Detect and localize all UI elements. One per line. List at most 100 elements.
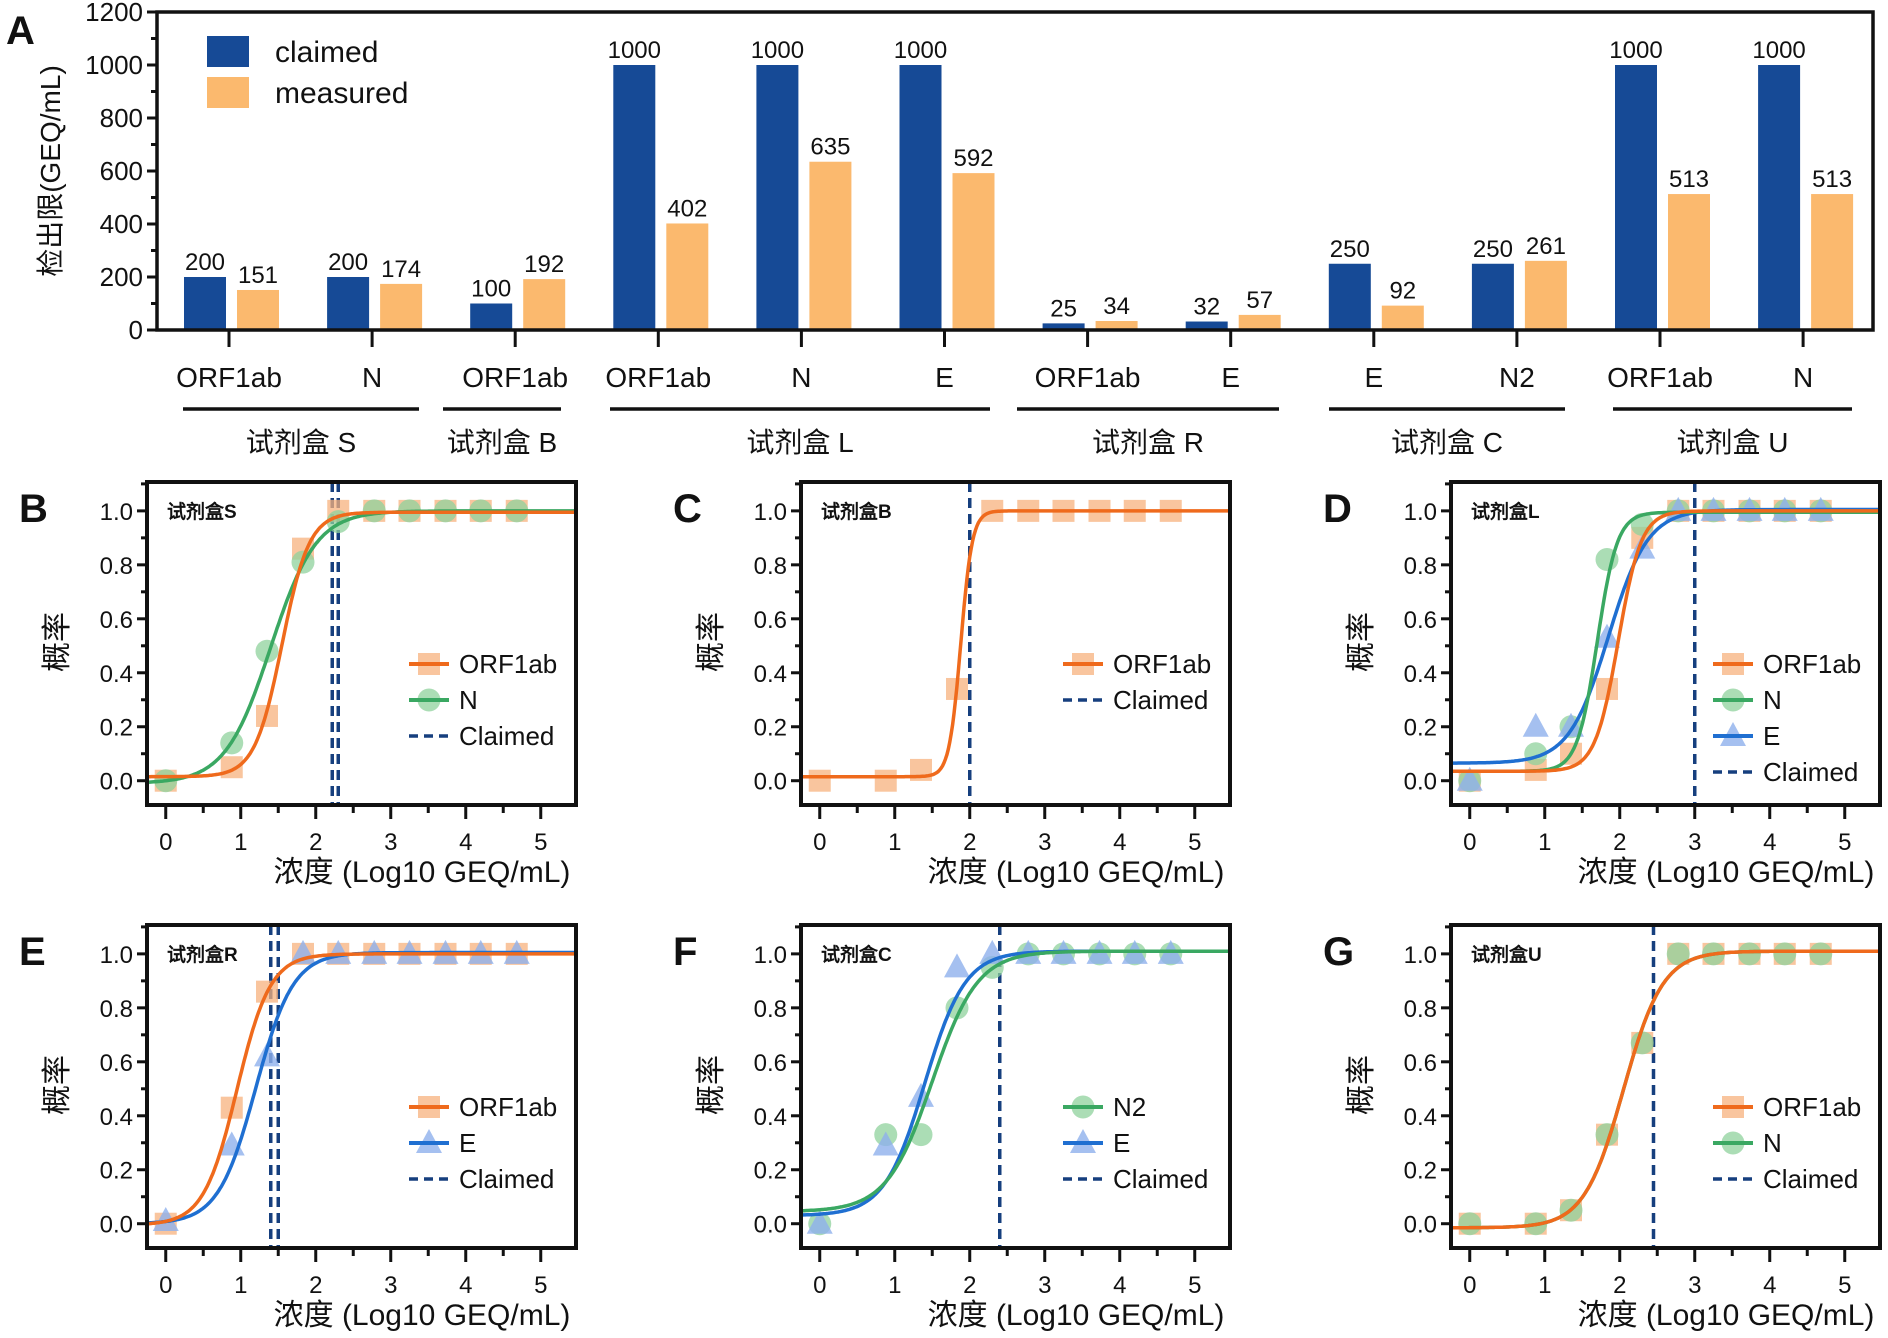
x-axis-label: 浓度 (Log10 GEQ/mL): [928, 1299, 1225, 1332]
group-label: 试剂盒 U: [1676, 427, 1788, 458]
plot-area: [801, 482, 1230, 805]
y-tick-label: 0.0: [100, 1212, 133, 1239]
bar-claimed: [756, 65, 799, 330]
plot-area: [1451, 482, 1880, 805]
fit-curve-n: [1451, 510, 1880, 774]
bar-value-label: 25: [1050, 295, 1077, 322]
y-tick-label: 0.6: [754, 1050, 787, 1077]
bar-measured: [1524, 260, 1567, 330]
category-label: ORF1ab: [605, 362, 711, 393]
bar-value-label: 1000: [1752, 37, 1805, 64]
bar-claimed: [1615, 65, 1657, 330]
bar-value-label: 402: [667, 195, 707, 222]
y-tick-label: 800: [100, 103, 143, 133]
bar-value-label: 92: [1389, 278, 1416, 305]
x-tick-label: 1: [234, 1272, 247, 1299]
y-tick-label: 0.0: [1404, 1212, 1437, 1239]
bar-value-label: 1000: [751, 37, 804, 64]
y-axis-label: 概率: [41, 612, 74, 672]
category-label: N: [791, 362, 811, 393]
legend-swatch-claimed: [207, 36, 249, 67]
x-tick-label: 4: [459, 1272, 472, 1299]
kit-label: 试剂盒R: [167, 943, 238, 966]
y-tick-label: 1.0: [754, 499, 787, 526]
x-tick-label: 3: [384, 1272, 397, 1299]
bar-value-label: 1000: [1609, 37, 1662, 64]
x-axis-label: 浓度 (Log10 GEQ/mL): [274, 856, 571, 889]
x-tick-label: 3: [1038, 1272, 1051, 1299]
y-tick-label: 1.0: [754, 942, 787, 969]
x-tick-label: 2: [1613, 1272, 1626, 1299]
x-tick-label: 0: [159, 1272, 172, 1299]
plot-area: [147, 482, 576, 805]
category-label: E: [935, 362, 954, 393]
panel-letter: A: [6, 9, 35, 53]
x-tick-label: 4: [1113, 829, 1126, 856]
x-tick-label: 3: [384, 829, 397, 856]
x-tick-label: 1: [1538, 829, 1551, 856]
y-tick-label: 0.4: [754, 1104, 787, 1131]
bar-value-label: 513: [1669, 166, 1709, 193]
legend-label: N: [1763, 1128, 1782, 1158]
category-label: N2: [1499, 362, 1535, 393]
x-tick-label: 4: [1113, 1272, 1126, 1299]
plot-frame: [155, 10, 1875, 332]
group-label: 试剂盒 S: [246, 427, 356, 458]
data-point-e: [872, 1131, 899, 1156]
bar-claimed: [1185, 321, 1228, 330]
fit-curve-orf1ab: [1451, 509, 1880, 774]
group-label: 试剂盒 B: [447, 427, 557, 458]
y-tick-label: 0.8: [754, 553, 787, 580]
plot-area: [1451, 925, 1880, 1248]
legend-label: E: [1113, 1128, 1130, 1158]
legend-label: E: [1763, 721, 1780, 751]
plot-frame: [145, 480, 578, 807]
y-tick-label: 0.6: [1404, 1050, 1437, 1077]
panel-letter: B: [19, 487, 48, 531]
y-tick-label: 0.6: [100, 1050, 133, 1077]
fit-curve-orf1ab: [801, 509, 1230, 779]
fit-curve-orf1ab: [147, 510, 576, 779]
bar-value-label: 100: [471, 276, 511, 303]
bar-measured: [1095, 320, 1138, 330]
bar-value-label: 250: [1330, 236, 1370, 263]
bar-claimed: [1471, 263, 1514, 330]
y-tick-label: 0.0: [754, 769, 787, 796]
y-tick-label: 0.8: [1404, 553, 1437, 580]
panel-letter: E: [19, 930, 46, 974]
legend-swatch-measured: [207, 77, 249, 108]
kit-label: 试剂盒U: [1471, 943, 1542, 966]
y-tick-label: 0.4: [1404, 1104, 1437, 1131]
data-point-orf1ab: [1596, 677, 1618, 700]
y-axis-label: 概率: [695, 612, 728, 672]
x-tick-label: 0: [1463, 829, 1476, 856]
legend-label: ORF1ab: [1763, 1092, 1861, 1122]
bar-measured: [809, 161, 852, 330]
y-tick-label: 600: [100, 156, 143, 186]
y-tick-label: 0.2: [1404, 1158, 1437, 1185]
x-tick-label: 5: [534, 829, 547, 856]
x-tick-label: 0: [1463, 1272, 1476, 1299]
data-point-e: [1522, 712, 1549, 737]
y-tick-label: 0.6: [100, 607, 133, 634]
y-tick-label: 1000: [85, 50, 143, 80]
fit-curve-n2: [801, 949, 1230, 1213]
panel-letter: D: [1323, 487, 1352, 531]
kit-label: 试剂盒S: [167, 500, 237, 523]
panel-letter: F: [673, 930, 697, 974]
bar-claimed: [1758, 65, 1801, 330]
category-label: E: [1221, 362, 1240, 393]
y-axis-label: 概率: [1345, 1055, 1378, 1115]
bar-value-label: 592: [953, 145, 993, 172]
y-tick-label: 0.2: [754, 715, 787, 742]
x-tick-label: 4: [1763, 829, 1776, 856]
plot-frame: [1449, 923, 1882, 1250]
x-tick-label: 0: [813, 1272, 826, 1299]
legend-label: N: [459, 685, 478, 715]
y-tick-label: 1.0: [100, 942, 133, 969]
bar-measured: [952, 173, 995, 330]
